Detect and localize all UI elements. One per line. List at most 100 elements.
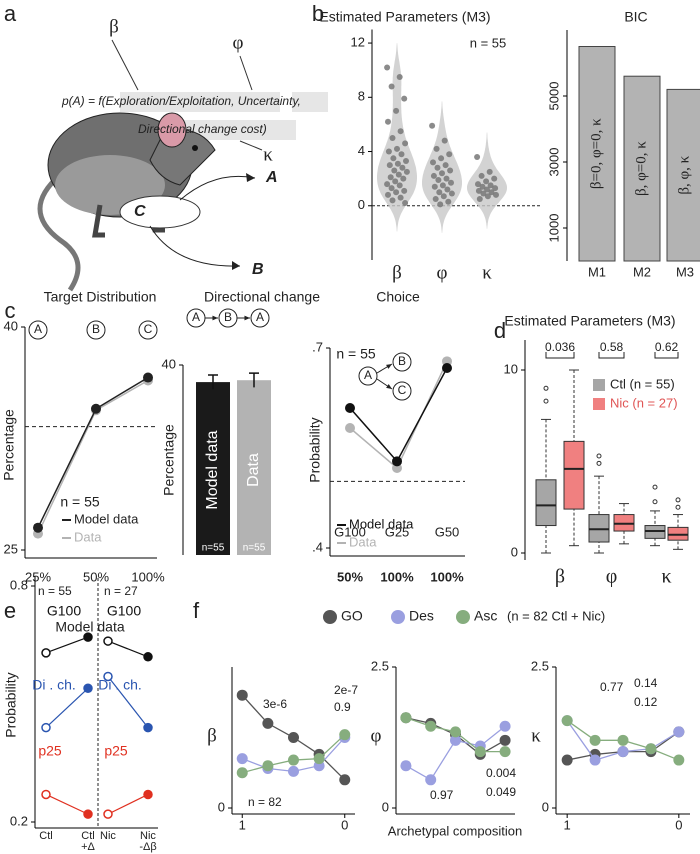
bar [578,46,616,262]
significance-bracket [654,352,679,359]
series-line [45,687,89,729]
data-point [561,715,573,727]
data-point [339,774,351,786]
bar [196,382,230,555]
data-point [492,185,499,192]
bar-note: n=55 [243,543,266,554]
x-tick-label: κ [482,262,492,283]
p-value: 0.036 [545,340,575,354]
letter-circle [250,308,270,328]
legend-label: Nic (n = 27) [610,395,678,410]
annotation: 0.004 [486,766,516,780]
annotation: n = 82 [248,795,282,809]
circled-label: C [144,322,153,336]
data-point [435,177,442,184]
data-point [143,722,153,733]
panel-label: b [312,1,324,26]
series-line [107,640,149,658]
series-label: Di . ch. [32,677,76,693]
data-point [392,456,402,467]
data-point [617,734,629,746]
data-point [403,158,409,165]
legend-label: Asc [474,608,497,624]
data-point [425,720,437,732]
y-tick-label: .4 [312,539,323,554]
data-point [402,140,409,147]
y-tick-label: 5000 [546,82,561,111]
data-point [143,652,153,662]
y-tick-label: 12 [351,34,365,49]
chart-title: Model data [55,619,124,635]
circled-label: B [92,322,100,336]
y-tick-label: 2.5 [531,658,549,673]
x-tick-label: 100% [430,569,464,584]
letter-circle [392,381,412,401]
bar [237,380,271,555]
y-tick-label: 0 [382,799,389,814]
choice-label: B [252,261,264,278]
box [563,440,585,510]
data-point [397,194,404,201]
data-point [401,187,408,194]
data-point [41,789,51,800]
annotation: 2e-7 [334,683,358,697]
series-line [45,793,89,815]
data-point [484,193,491,200]
phi-symbol: φ [233,32,244,53]
data-point [443,175,450,182]
y-tick-label: 1000 [546,214,561,243]
x-tick-label: 0 [675,817,682,832]
data-point [499,734,511,746]
data-point [401,95,408,102]
y-tick-label: 0.2 [10,813,28,828]
chart-title: Target Distribution [44,289,157,305]
data-point [41,722,51,733]
series-line [107,793,149,815]
data-point [589,734,601,746]
x-tick-label: 0 [341,817,348,832]
y-tick-label: 0 [358,197,365,212]
data-point [339,729,351,741]
data-point [388,83,395,90]
box [535,479,557,527]
data-point [388,185,395,192]
data-point [480,190,487,197]
bar-label: Model data [204,430,221,509]
data-point [384,181,391,188]
outlier [596,453,602,459]
circled-label: B [224,310,232,324]
data-point [398,151,405,158]
data-point [393,107,400,114]
data-point [396,73,403,80]
legend-label: Model data [349,516,414,531]
y-axis-label: Probability [3,672,19,737]
data-point [103,671,113,682]
data-point [288,732,299,743]
significance-bracket [598,352,625,359]
annotation: n = 55 [336,346,376,362]
y-tick-label: 8 [358,89,365,104]
data-point [440,193,447,200]
data-point [446,151,453,158]
error-bar [249,372,259,388]
data-point [399,164,406,171]
data-point [474,153,481,160]
data-point [386,162,393,169]
data-point [41,648,51,658]
data-point [384,64,391,71]
data-point [402,200,409,207]
series-line [45,636,89,654]
annotation: n = 27 [104,584,138,598]
data-point [450,726,461,738]
chart-title: Choice [376,289,420,305]
y-axis-label: φ [371,725,382,746]
data-point [439,182,446,189]
data-point [474,746,486,758]
legend-label: GO [341,608,363,624]
data-point [396,182,403,189]
arrow-head [386,383,392,389]
data-point [288,754,299,766]
data-point [432,195,439,202]
legend-swatch [593,398,605,410]
formula-line: Directional change cost) [138,122,267,136]
